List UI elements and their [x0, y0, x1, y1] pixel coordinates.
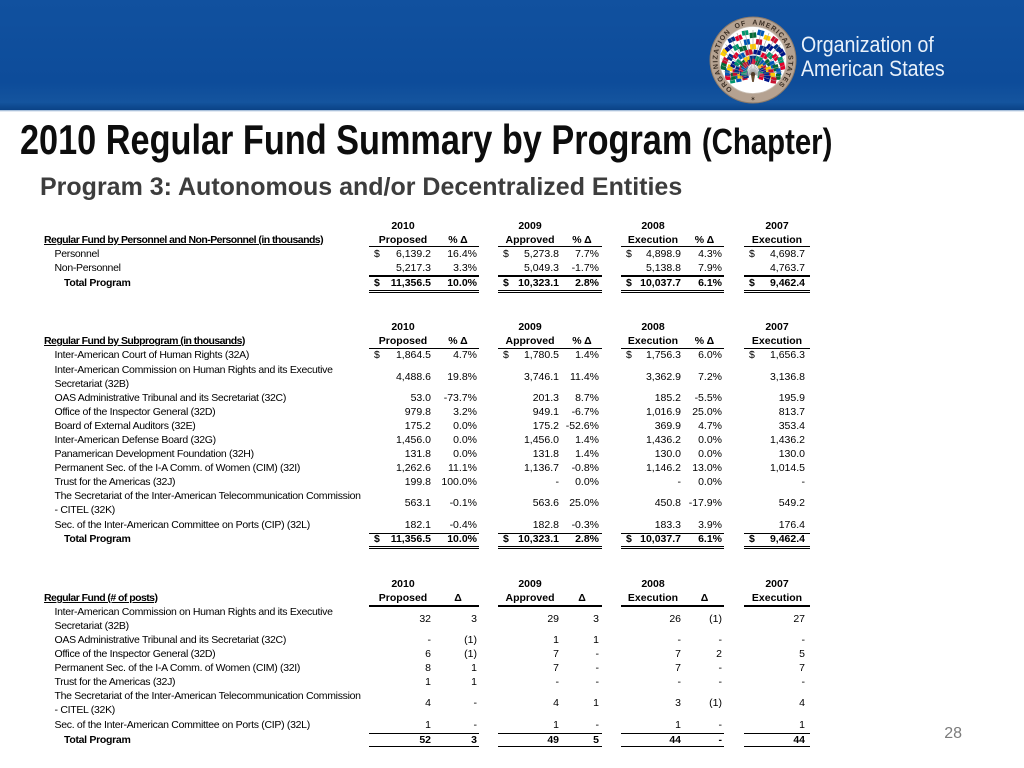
svg-text:✶: ✶	[750, 95, 756, 103]
